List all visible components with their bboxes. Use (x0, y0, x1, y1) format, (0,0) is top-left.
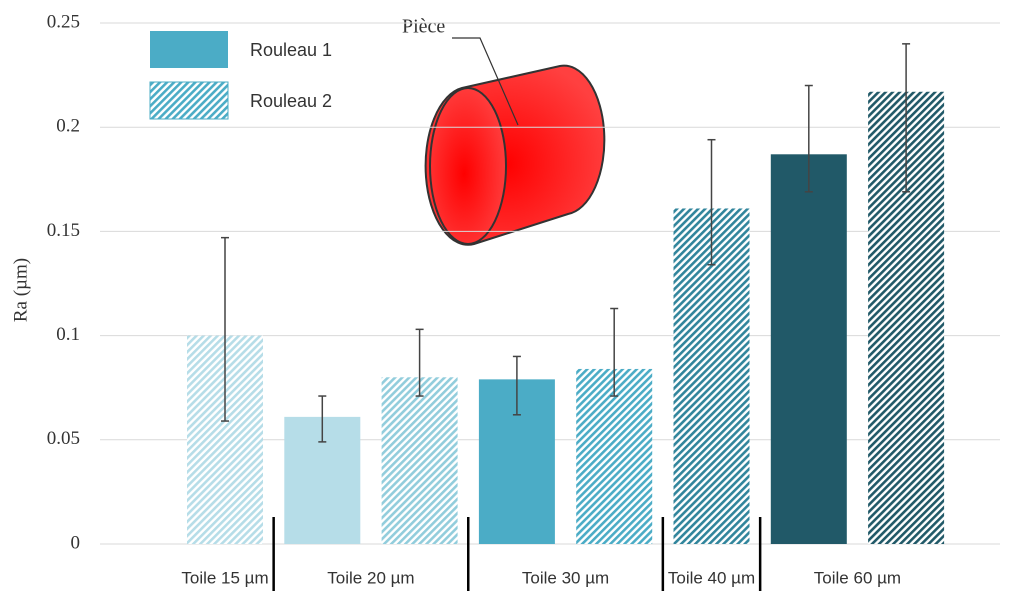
bar (770, 154, 847, 545)
y-tick-label: 0 (71, 532, 81, 553)
x-tick-label: Toile 60 µm (814, 568, 901, 587)
bar (381, 377, 458, 544)
legend-swatch (150, 31, 228, 68)
error-bar (221, 236, 229, 422)
y-axis-label: Ra (µm) (10, 258, 31, 322)
y-tick-label: 0.25 (47, 11, 80, 32)
legend-label: Rouleau 1 (250, 40, 332, 60)
x-tick-label: Toile 30 µm (522, 568, 609, 587)
y-tick-label: 0.15 (47, 220, 80, 241)
legend-swatch (149, 81, 229, 120)
error-bar (415, 328, 424, 397)
error-bar (804, 84, 813, 193)
y-tick-label: 0.05 (47, 428, 80, 449)
x-tick-label: Toile 20 µm (327, 568, 414, 587)
error-bar (318, 395, 327, 443)
cylinder (424, 37, 606, 246)
annotation: Pièce (402, 16, 445, 38)
error-bar (707, 138, 716, 266)
error-bar (610, 307, 619, 397)
x-tick-label: Toile 40 µm (668, 568, 755, 587)
bar (576, 368, 653, 544)
y-tick-label: 0.1 (56, 324, 80, 345)
x-tick-label: Toile 15 µm (181, 568, 268, 587)
y-tick-label: 0.2 (56, 116, 80, 137)
error-bar (902, 43, 911, 193)
error-bar (512, 355, 521, 416)
legend-label: Rouleau 2 (250, 91, 332, 111)
